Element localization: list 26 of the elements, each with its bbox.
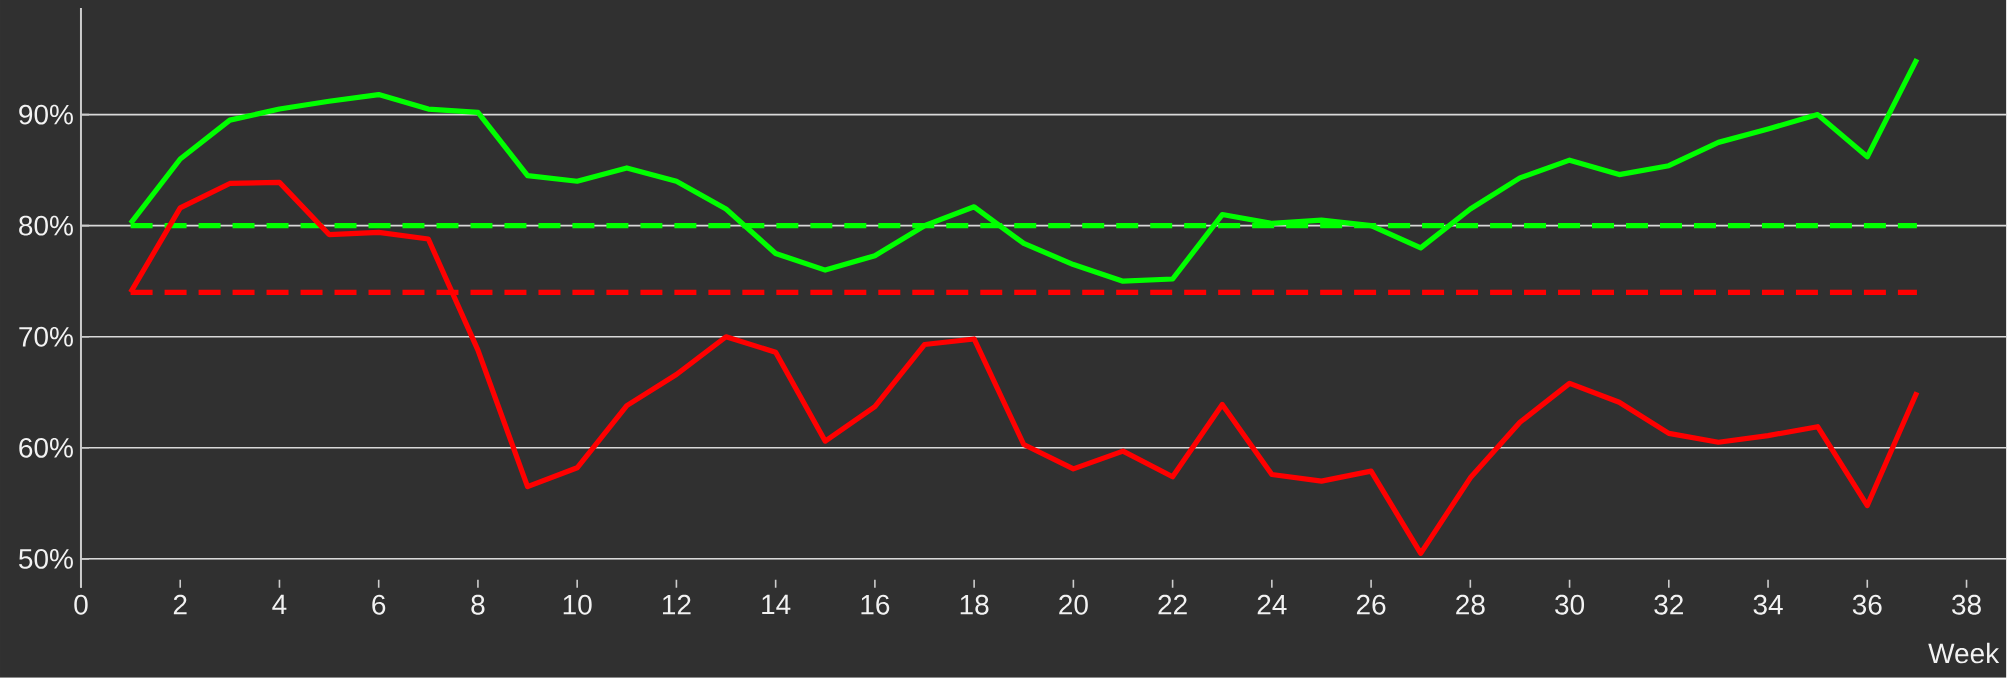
- y-tick-label: 70%: [19, 326, 73, 347]
- x-axis-title: Week: [1928, 642, 2000, 664]
- x-tick-label: 6: [372, 594, 386, 615]
- x-tick-label: 14: [762, 594, 791, 615]
- x-tick-label: 36: [1852, 594, 1882, 615]
- x-tick-label: 38: [1952, 594, 1981, 615]
- x-tick-label: 8: [471, 594, 485, 615]
- x-tick-label: 24: [1257, 594, 1287, 615]
- y-tick-label: 90%: [19, 104, 73, 125]
- x-tick-label: 10: [563, 594, 592, 615]
- x-tick-label: 2: [173, 594, 187, 615]
- x-tick-label: 12: [662, 594, 691, 615]
- y-tick-label: 50%: [19, 549, 73, 569]
- x-tick-label: 18: [960, 594, 989, 615]
- x-tick-label: 4: [272, 594, 287, 615]
- x-tick-label: 34: [1753, 594, 1783, 615]
- x-tick-label: 16: [861, 594, 890, 615]
- x-tick-label: 20: [1059, 594, 1088, 615]
- x-tick-label: 26: [1356, 594, 1386, 615]
- x-tick-label: 28: [1456, 594, 1485, 615]
- x-tick-label: 32: [1654, 594, 1683, 615]
- y-tick-label: 60%: [19, 438, 73, 458]
- y-tick-label: 80%: [19, 215, 73, 236]
- x-tick-label: 30: [1555, 594, 1585, 615]
- x-tick-label: 0: [74, 594, 88, 615]
- x-tick-label: 22: [1158, 594, 1187, 615]
